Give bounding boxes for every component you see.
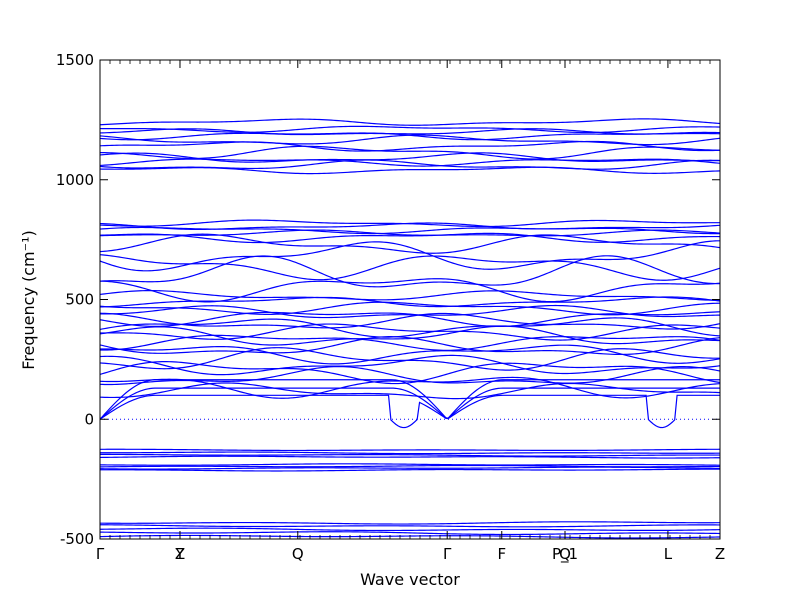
minor-ticks	[109, 60, 711, 539]
x-tick-label: Q	[292, 545, 304, 563]
phonon-band	[99, 527, 721, 532]
phonon-band	[99, 455, 721, 459]
y-tick-label: 0	[84, 410, 94, 428]
phonon-band	[99, 317, 721, 338]
phonon-band	[99, 361, 721, 385]
y-tick-label: -500	[60, 530, 94, 548]
phonon-band	[99, 466, 721, 470]
x-tick-label: Γ	[96, 545, 105, 563]
phonon-band	[99, 229, 721, 237]
phonon-band	[99, 379, 720, 420]
phonon-band	[99, 347, 721, 371]
y-tick-label: 500	[65, 291, 94, 309]
x-tick-label: Q	[559, 545, 571, 563]
phonon-band	[99, 255, 721, 288]
phonon-band	[99, 219, 721, 228]
phonon-band	[99, 336, 721, 356]
phonon-band	[99, 240, 721, 272]
y-axis-ticks: -500 0 500 1000 1500	[56, 51, 720, 548]
x-axis-ticks: Γ YZ Q Γ F P_1Q L Z	[96, 60, 725, 564]
phonon-band	[99, 118, 721, 126]
x-tick-label: Γ	[443, 545, 452, 563]
phonon-band	[99, 521, 721, 525]
phonon-band	[99, 131, 721, 141]
phonon-band	[99, 232, 721, 244]
phonon-band	[99, 463, 721, 466]
x-tick-label: P_1	[552, 545, 578, 564]
phonon-band	[99, 254, 721, 281]
phonon-band	[100, 304, 721, 319]
phonon-band	[99, 531, 721, 536]
phonon-band	[99, 325, 721, 346]
x-tick-label: Y	[174, 545, 185, 563]
phonon-band	[100, 451, 721, 455]
phonon-band	[99, 376, 721, 399]
y-tick-label: 1000	[56, 171, 94, 189]
phonon-band	[99, 382, 721, 400]
x-tick-label: Z	[175, 545, 185, 563]
phonon-band	[99, 145, 721, 160]
y-axis-label: Frequency (cm⁻¹)	[19, 230, 38, 369]
phonon-band	[99, 394, 720, 429]
phonon-band	[99, 468, 720, 472]
phonon-band	[99, 140, 721, 152]
y-tick-label: 1500	[56, 51, 94, 69]
phonon-band	[99, 312, 721, 330]
phonon-band	[99, 323, 721, 341]
phonon-band	[99, 344, 721, 365]
phonon-band	[99, 233, 721, 254]
phonon-band	[99, 226, 721, 235]
phonon-band	[99, 296, 721, 308]
phonon-band	[99, 125, 721, 134]
phonon-band	[99, 524, 721, 528]
phonon-band	[99, 354, 721, 376]
phonon-band	[99, 365, 721, 386]
phonon-band	[100, 453, 721, 457]
phonon-bands	[99, 118, 721, 539]
phonon-band	[99, 278, 721, 303]
phonon-band	[99, 159, 721, 170]
phonon-band	[99, 128, 721, 136]
phonon-band	[99, 334, 721, 351]
phonon-band	[99, 290, 721, 302]
x-tick-label: L	[664, 545, 673, 563]
phonon-band	[99, 152, 721, 163]
x-axis-label: Wave vector	[360, 570, 460, 589]
x-tick-label: Z	[715, 545, 725, 563]
phonon-band	[99, 301, 721, 316]
x-tick-label: F	[497, 545, 506, 563]
phonon-band	[99, 448, 721, 452]
phonon-band	[99, 311, 721, 328]
phonon-band	[99, 464, 721, 468]
phonon-band	[99, 387, 720, 420]
